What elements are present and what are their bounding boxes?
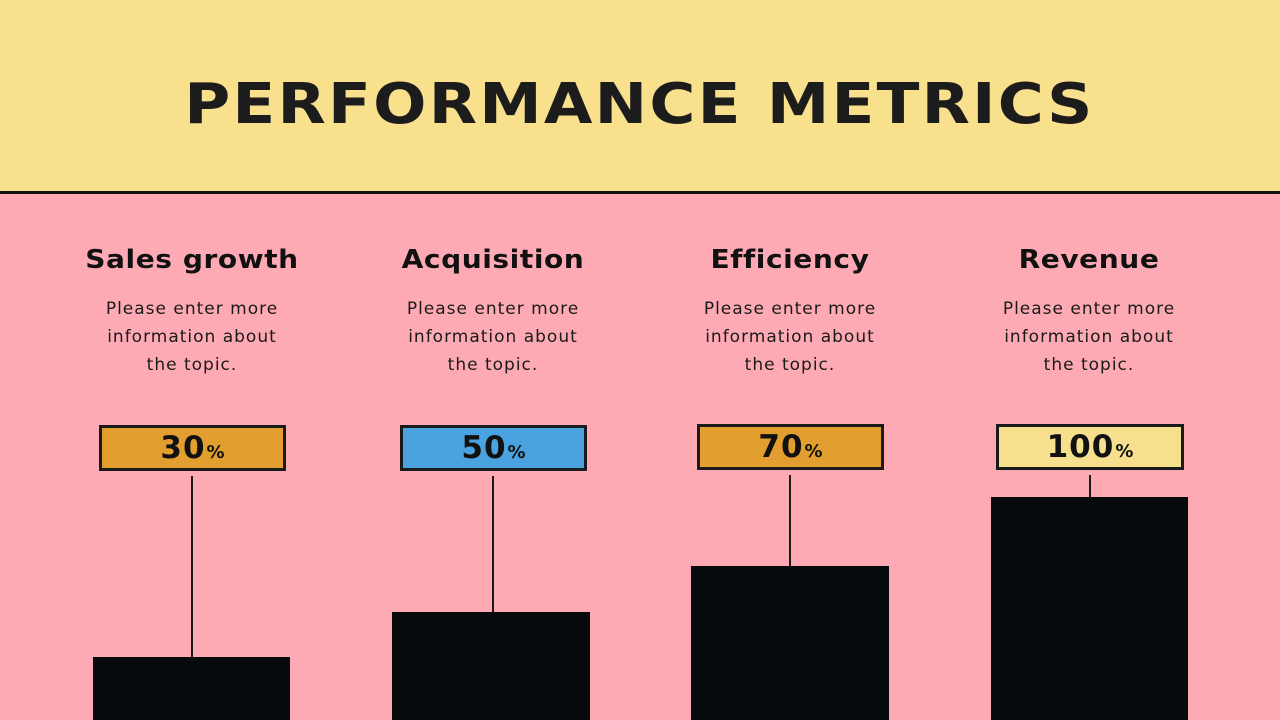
value-badge-sales-growth: 30% (99, 425, 286, 471)
badge-value: 70 (758, 429, 804, 465)
description-line: information about (107, 327, 277, 347)
description-line: Please enter more (703, 299, 877, 319)
badge-value: 100 (1046, 429, 1115, 465)
description-line: Please enter more (105, 299, 279, 319)
description-line: information about (1004, 327, 1174, 347)
description-line: information about (705, 327, 875, 347)
bar-efficiency (691, 566, 889, 720)
metric-heading: Acquisition (401, 245, 585, 275)
metric-column-sales-growth: Sales growth Please enter more informati… (42, 0, 342, 720)
metric-description: Please enter more information about the … (343, 295, 643, 379)
bar-revenue (991, 497, 1188, 720)
metric-description: Please enter more information about the … (939, 295, 1239, 379)
badge-value: 50 (461, 430, 507, 466)
badge-unit: % (1115, 440, 1134, 462)
description-line: the topic. (146, 355, 238, 375)
badge-unit: % (206, 441, 225, 463)
page-title: PERFORMANCE METRICS (184, 72, 1095, 137)
badge-unit: % (507, 441, 526, 463)
metric-description: Please enter more information about the … (640, 295, 940, 379)
connector-line (1089, 475, 1091, 497)
connector-line (191, 476, 193, 657)
metric-column-efficiency: Efficiency Please enter more information… (640, 0, 940, 720)
description-line: Please enter more (1002, 299, 1176, 319)
value-badge-revenue: 100% (996, 424, 1184, 470)
description-line: the topic. (744, 355, 836, 375)
metric-heading: Sales growth (85, 245, 299, 275)
description-line: the topic. (447, 355, 539, 375)
header-banner: PERFORMANCE METRICS (0, 0, 1280, 194)
metric-description: Please enter more information about the … (42, 295, 342, 379)
badge-value: 30 (160, 430, 206, 466)
description-line: Please enter more (406, 299, 580, 319)
description-line: the topic. (1043, 355, 1135, 375)
badge-unit: % (804, 440, 823, 462)
metric-heading: Revenue (1018, 245, 1160, 275)
value-badge-efficiency: 70% (697, 424, 884, 470)
bar-acquisition (392, 612, 590, 720)
value-badge-acquisition: 50% (400, 425, 587, 471)
description-line: information about (408, 327, 578, 347)
metric-heading: Efficiency (710, 245, 870, 275)
connector-line (492, 476, 494, 612)
metric-column-acquisition: Acquisition Please enter more informatio… (343, 0, 643, 720)
connector-line (789, 475, 791, 566)
bar-sales-growth (93, 657, 290, 720)
metric-column-revenue: Revenue Please enter more information ab… (939, 0, 1239, 720)
